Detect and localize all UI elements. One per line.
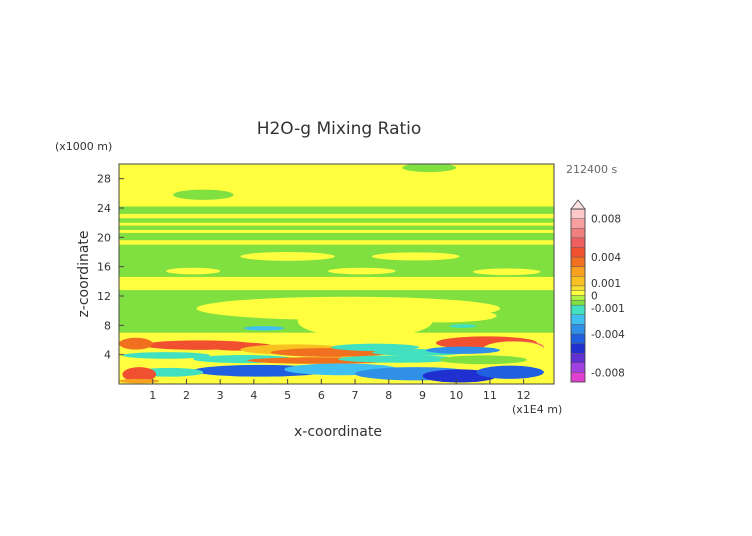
contour-region [172,189,234,200]
colorbar-tick-label: 0.008 [591,214,621,226]
colorbar-swatch [570,208,586,219]
colorbar-swatch [570,237,586,248]
x-axis-label: x-coordinate [294,424,382,440]
contour-region [449,324,477,328]
x-axis: 1 2 3 4 5 6 7 8 9 10 11 12 [149,379,531,402]
colorbar-swatch [570,324,586,335]
colorbar-swatch [570,362,586,373]
colorbar-swatch [570,290,586,296]
y-tick-label: 4 [104,349,111,362]
y-tick-label: 12 [97,290,111,303]
colorbar-swatch [570,295,586,301]
colorbar-swatch [570,372,586,383]
y-tick-label: 28 [97,173,111,186]
contour-band [119,225,554,230]
colorbar-swatch [570,218,586,229]
colorbar-tick-label: -0.004 [591,329,625,341]
y-unit-label: (x1000 m) [55,140,112,153]
colorbar-swatch [570,228,586,239]
colorbar-max-arrow [570,199,586,210]
chart-title: H2O-g Mixing Ratio [257,119,422,139]
contour-region [476,365,544,379]
contour-region [122,367,157,382]
contour-region [331,343,420,352]
contour-band [119,218,554,223]
y-tick-label: 16 [97,261,111,274]
y-tick-label: 8 [104,319,111,332]
contour-region [402,164,457,173]
contour-region [439,355,528,365]
contour-band [119,232,554,241]
contour-field [119,164,554,384]
colorbar-swatch [570,285,586,291]
colorbar-swatch [570,256,586,267]
colorbar-swatch [570,314,586,325]
contour-region [483,341,544,357]
colorbar-tick-label: -0.008 [591,367,625,379]
colorbar-swatch [570,266,586,277]
contour-region [371,252,460,261]
colorbar-tick-label: -0.001 [591,303,625,315]
x-tick-label: 8 [385,389,392,402]
colorbar-swatch [570,304,586,315]
contour-band [119,164,554,173]
y-tick-label: 20 [97,231,111,244]
contour-region [473,268,541,276]
colorbar-swatch [570,333,586,344]
contour-region [425,346,501,354]
contour-region [338,355,460,363]
colorbar-tick-label: 0 [591,291,598,303]
colorbar-swatch [570,300,586,306]
colorbar-swatch [570,352,586,363]
plot-frame [118,163,555,385]
contour-region [328,267,396,275]
time-label: 212400 s [566,163,617,176]
colorbar-swatch [570,343,586,354]
colorbar-swatch [570,276,586,287]
colorbar-tick-label: 0.001 [591,278,621,290]
x-tick-label: 9 [419,389,426,402]
contour-region [122,352,211,359]
contour-region [166,267,221,275]
y-axis-label: z-coordinate [76,230,92,317]
x-unit-label: (x1E4 m) [512,403,562,416]
x-tick-label: 7 [352,389,359,402]
x-tick-label: 11 [483,389,497,402]
x-tick-label: 2 [183,389,190,402]
x-tick-label: 12 [517,389,531,402]
colorbar-frame [570,208,586,383]
x-tick-label: 3 [217,389,224,402]
contour-region [119,337,153,350]
x-tick-label: 4 [250,389,257,402]
contour-region [243,326,285,331]
x-tick-label: 1 [149,389,156,402]
contour-region [119,378,160,384]
contour-region [240,252,335,261]
x-tick-label: 5 [284,389,291,402]
y-axis: 4 8 12 16 20 24 28 [97,173,124,362]
colorbar-swatch [570,247,586,258]
y-tick-label: 24 [97,202,111,215]
x-tick-label: 10 [449,389,463,402]
contour-band [119,206,554,214]
colorbar-tick-label: 0.004 [591,252,621,264]
contour-region [388,309,497,323]
x-tick-label: 6 [318,389,325,402]
